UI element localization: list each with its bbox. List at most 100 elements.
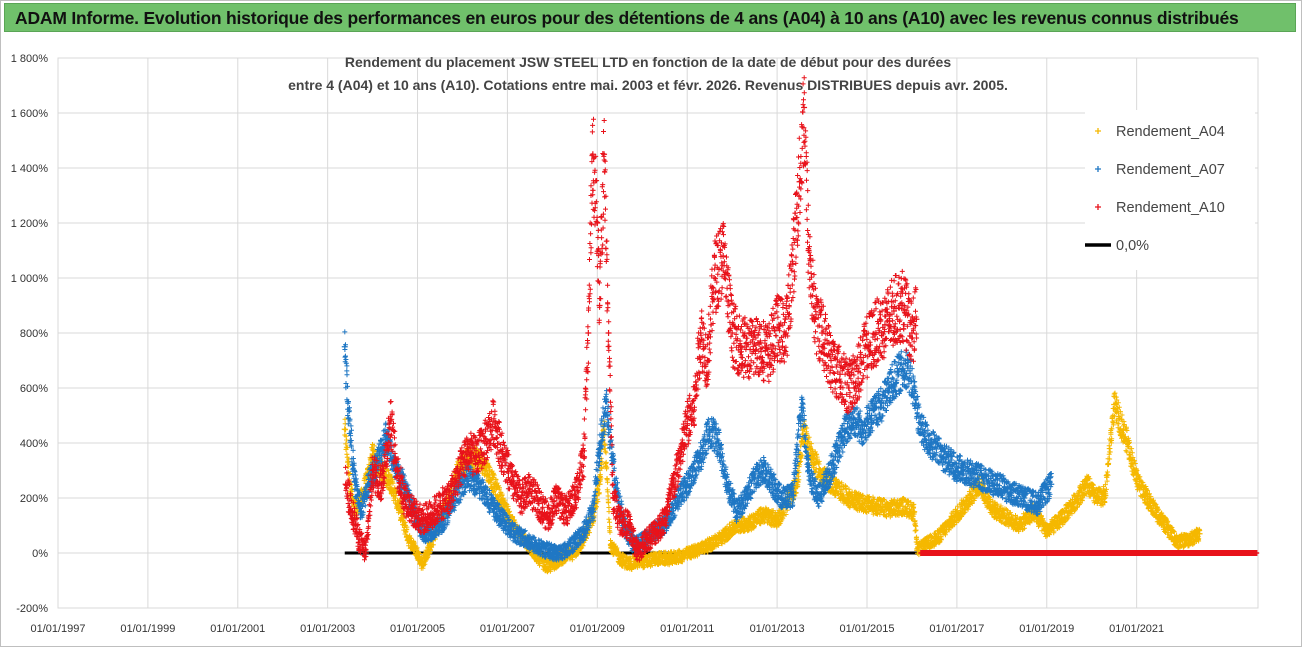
y-tick-label: 600%	[20, 383, 48, 395]
y-tick-label: 1 000%	[11, 273, 49, 285]
data-point	[911, 508, 918, 515]
data-point	[819, 330, 826, 336]
data-point	[904, 363, 911, 369]
data-point	[589, 508, 596, 515]
legend-box	[1085, 110, 1255, 270]
report-banner: ADAM Informe. Evolution historique des p…	[4, 3, 1296, 32]
data-point	[859, 500, 866, 507]
data-point	[428, 541, 435, 548]
data-point	[690, 407, 697, 413]
data-point	[724, 481, 731, 488]
data-point	[499, 500, 506, 507]
data-point	[953, 464, 960, 471]
data-point	[989, 506, 996, 512]
data-point	[704, 357, 711, 364]
data-point	[789, 261, 796, 268]
data-point	[472, 453, 479, 460]
x-tick-label: 01/01/1999	[120, 623, 175, 635]
legend-item: Rendement_A04	[1095, 124, 1225, 140]
data-point	[679, 552, 686, 559]
y-tick-label: 1 800%	[11, 53, 49, 65]
data-point	[769, 481, 776, 488]
data-point	[387, 418, 394, 424]
data-point	[562, 508, 569, 515]
x-tick-label: 01/01/1997	[30, 623, 85, 635]
data-point	[585, 330, 592, 336]
data-point	[1084, 481, 1091, 488]
data-point	[661, 517, 668, 523]
data-point	[526, 539, 533, 545]
data-point	[1133, 475, 1140, 482]
data-point	[747, 346, 754, 353]
data-point	[553, 550, 560, 556]
data-point	[908, 330, 915, 336]
data-point	[666, 555, 673, 562]
data-point	[394, 467, 401, 474]
legend-swatch	[1095, 166, 1101, 172]
data-point	[616, 517, 623, 523]
data-point	[553, 495, 560, 501]
data-point	[405, 536, 412, 543]
data-point	[601, 151, 608, 158]
axis-labels: -200% 0% 200% 400% 600% 800% 1 000% 1 200% 1 400…	[11, 53, 1164, 635]
x-tick-label: 01/01/2019	[1019, 623, 1074, 635]
data-point	[949, 517, 956, 523]
data-point	[837, 371, 844, 378]
data-point	[437, 503, 444, 510]
y-tick-label: 1 200%	[11, 218, 49, 230]
data-point	[580, 528, 587, 534]
series-rendement-a07	[341, 329, 1055, 563]
data-point	[580, 453, 587, 460]
data-point	[886, 506, 893, 512]
data-point	[365, 481, 372, 488]
data-point	[607, 541, 614, 548]
legend-swatch	[1095, 204, 1101, 210]
data-point	[684, 481, 691, 488]
data-point	[341, 343, 348, 350]
data-point	[472, 481, 479, 488]
data-point	[437, 522, 444, 529]
y-tick-label: 800%	[20, 328, 48, 340]
series-markers	[343, 75, 920, 563]
data-point	[625, 522, 632, 529]
data-point	[913, 316, 920, 323]
data-point	[828, 357, 835, 364]
data-point	[1003, 514, 1010, 521]
data-point	[911, 390, 918, 397]
data-point	[1034, 500, 1041, 507]
data-point	[697, 330, 704, 336]
data-point	[841, 429, 848, 435]
data-point	[596, 302, 603, 309]
x-tick-label: 01/01/2021	[1109, 623, 1164, 635]
data-point	[544, 514, 551, 521]
data-point	[481, 489, 488, 496]
data-point	[890, 308, 897, 314]
x-tick-label: 01/01/2017	[929, 623, 984, 635]
data-point	[643, 558, 650, 565]
data-point	[428, 528, 435, 534]
data-point	[605, 330, 612, 336]
y-tick-label: 200%	[20, 493, 48, 505]
x-tick-label: 01/01/2009	[570, 623, 625, 635]
data-point	[980, 475, 987, 482]
data-point	[1016, 522, 1023, 529]
data-point	[634, 550, 641, 556]
data-point	[544, 563, 551, 570]
data-series	[341, 75, 1260, 575]
data-point	[832, 453, 839, 460]
data-point	[571, 539, 578, 545]
data-point	[1124, 440, 1131, 446]
data-point	[962, 500, 969, 507]
data-point	[895, 371, 902, 378]
data-point	[796, 178, 803, 185]
legend-label: Rendement_A07	[1116, 162, 1225, 178]
data-point	[387, 478, 394, 485]
legend-item: Rendement_A10	[1095, 200, 1225, 216]
x-tick-label: 01/01/2007	[480, 623, 535, 635]
data-point	[1048, 481, 1055, 488]
legend-swatch	[1095, 128, 1101, 134]
data-point	[742, 495, 749, 501]
data-point	[490, 418, 497, 424]
data-point	[812, 316, 819, 323]
